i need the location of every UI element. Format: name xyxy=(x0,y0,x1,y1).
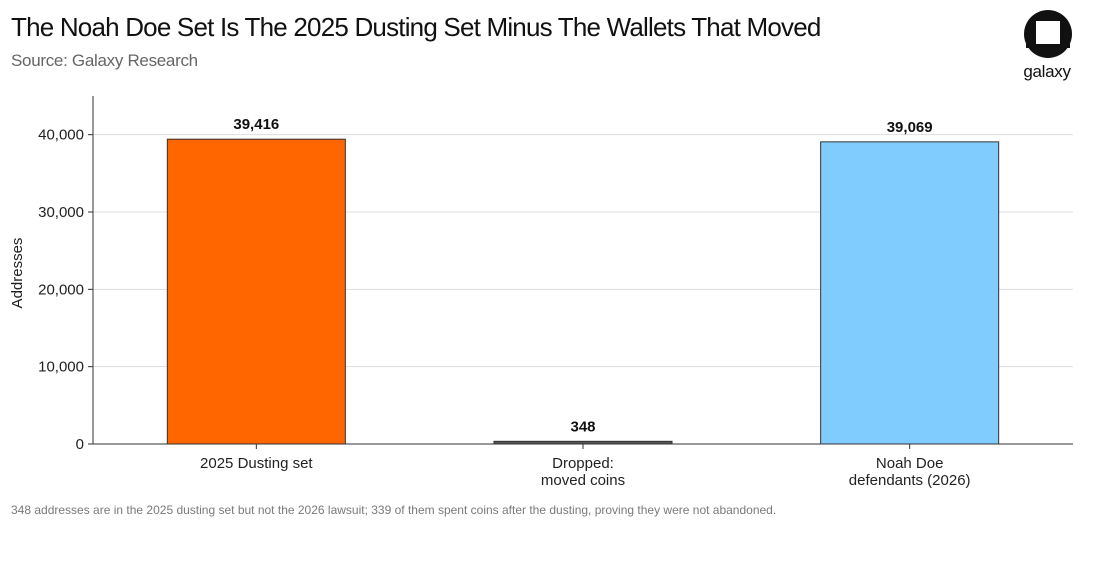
category-label: 2025 Dusting set xyxy=(200,455,313,472)
galaxy-logo-icon xyxy=(1024,10,1072,58)
y-axis-label: Addresses xyxy=(9,238,26,309)
bar-chart: 0 10,000 20,000 30,000 40,000 2025 Dusting s… xyxy=(9,96,1073,489)
category-labels-group: 2025 Dusting set Dropped: moved coins Noah … xyxy=(200,455,971,489)
category-label: Noah Doe defendants (2026) xyxy=(849,455,971,489)
y-tick-label: 20,000 xyxy=(38,281,84,298)
bars-group xyxy=(166,138,1000,445)
value-label: 348 xyxy=(570,418,595,435)
axes-group xyxy=(92,96,1073,449)
chart-subtitle: Source: Galaxy Research xyxy=(11,51,198,70)
chart-title: The Noah Doe Set Is The 2025 Dusting Set… xyxy=(11,12,821,42)
brand-name: galaxy xyxy=(1023,62,1071,81)
value-labels-group: 39,416 348 39,069 xyxy=(233,116,932,435)
bar xyxy=(820,141,1000,445)
bar xyxy=(166,138,346,445)
value-label: 39,069 xyxy=(887,119,933,136)
y-tick-label: 40,000 xyxy=(38,127,84,144)
y-tick-label: 0 xyxy=(76,436,84,453)
y-tick-label: 10,000 xyxy=(38,359,84,376)
footnote: 348 addresses are in the 2025 dusting se… xyxy=(11,503,777,517)
category-label: Dropped: moved coins xyxy=(541,455,625,489)
y-tick-label: 30,000 xyxy=(38,204,84,221)
y-ticks-group: 0 10,000 20,000 30,000 40,000 xyxy=(38,127,93,453)
value-label: 39,416 xyxy=(233,116,279,133)
